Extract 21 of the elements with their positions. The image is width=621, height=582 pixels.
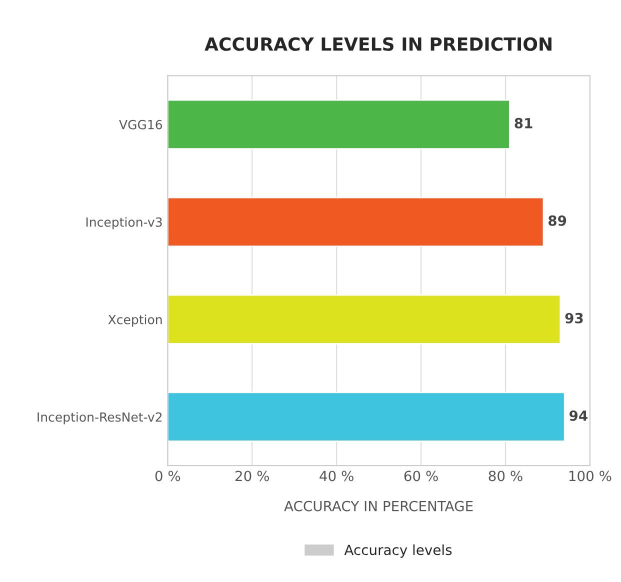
- x-tick-label: 20 %: [236, 470, 269, 482]
- chart-title: ACCURACY LEVELS IN PREDICTION: [204, 37, 552, 51]
- x-tick-label: 0 %: [155, 470, 180, 482]
- data-label: 89: [548, 215, 566, 226]
- x-tick-label: 80 %: [488, 470, 522, 482]
- bar: [168, 392, 566, 442]
- y-tick-label: Inception-ResNet-v2: [38, 412, 162, 424]
- x-tick-label: 40 %: [320, 470, 354, 482]
- data-label: 93: [565, 312, 583, 324]
- data-label: 81: [514, 118, 532, 128]
- bar: [168, 294, 562, 344]
- y-tick-label: VGG16: [119, 120, 162, 130]
- x-axis-title: ACCURACY IN PERCENTAGE: [284, 500, 473, 512]
- bar: [168, 196, 544, 247]
- y-tick-label: Xception: [108, 314, 162, 327]
- text: Accuracy levels: [344, 544, 452, 558]
- x-tick-label: 100 %: [569, 470, 612, 482]
- bar: [168, 99, 510, 150]
- x-tick-label: 60 %: [404, 470, 438, 482]
- y-tick-label: Inception-v3: [86, 217, 162, 230]
- data-label: 94: [570, 410, 588, 421]
